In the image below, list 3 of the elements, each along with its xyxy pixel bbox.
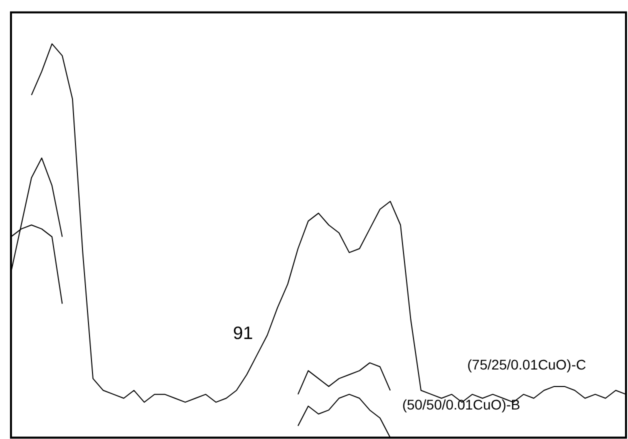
series-label: (75/25/0.01CuO)-C [467,356,586,372]
annotation: 91 [232,322,253,343]
series-label: (50/50/0.01CuO)-B [402,396,520,412]
